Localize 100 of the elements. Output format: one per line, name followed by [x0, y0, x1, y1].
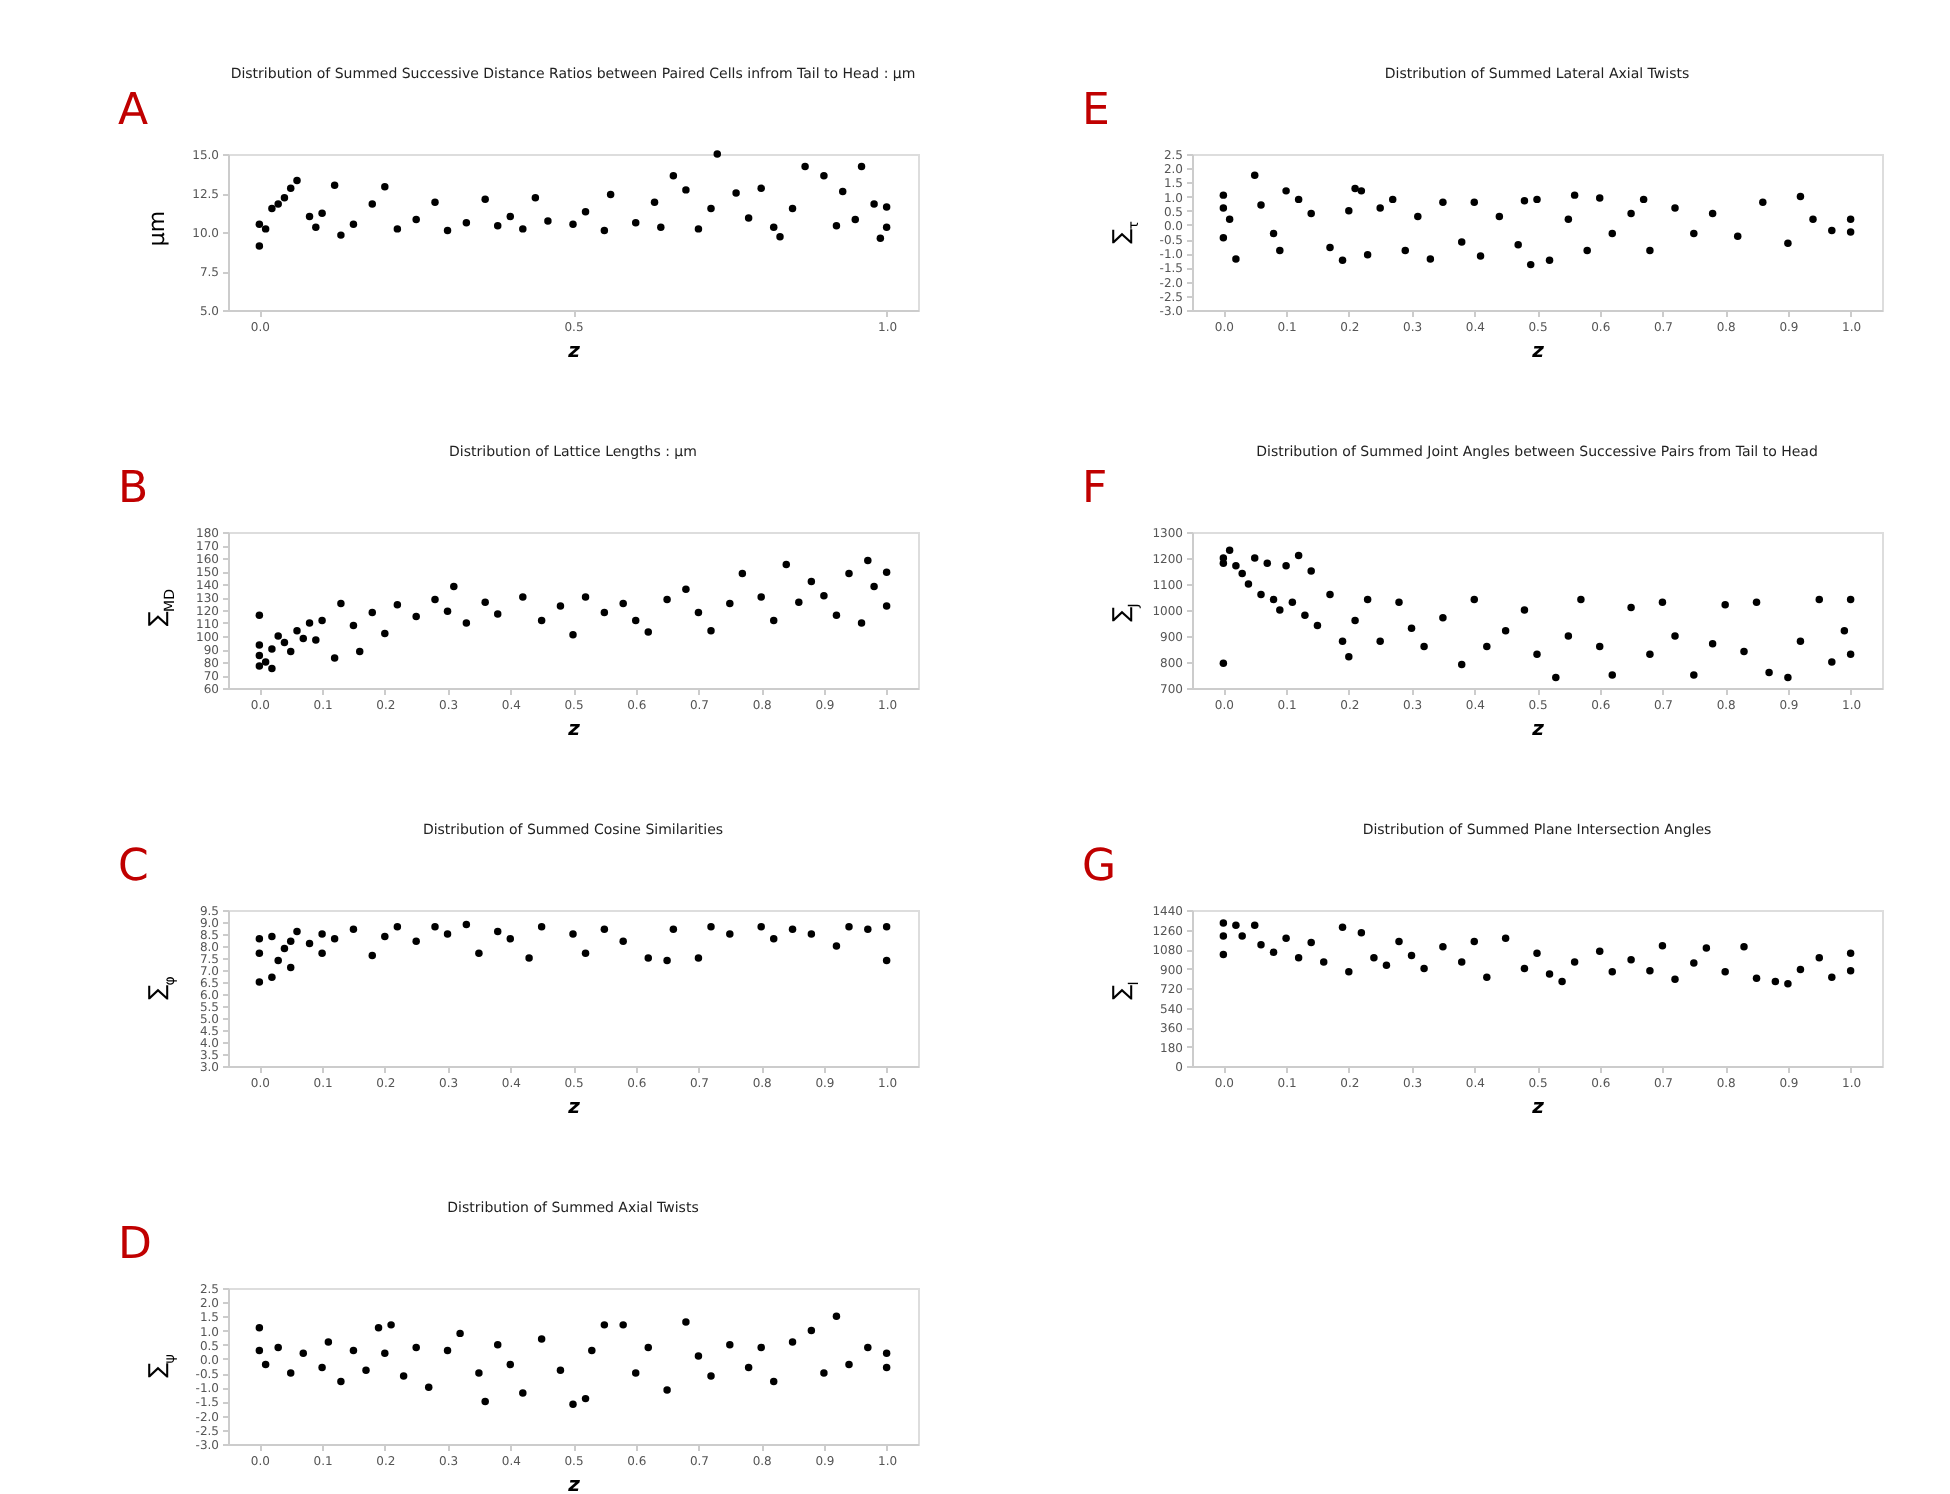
point [1784, 979, 1792, 988]
point [318, 949, 326, 957]
point [1395, 937, 1403, 946]
point [1627, 956, 1635, 964]
point [456, 1329, 464, 1338]
point [1232, 255, 1240, 263]
point [606, 190, 615, 199]
point [1439, 943, 1447, 951]
point [268, 664, 276, 673]
point [274, 956, 282, 965]
point [537, 923, 546, 931]
point [255, 220, 264, 228]
point [362, 1366, 370, 1374]
point [1338, 256, 1347, 265]
point [857, 162, 866, 171]
point [255, 978, 264, 986]
point [286, 963, 295, 972]
point [1376, 637, 1384, 645]
point [1307, 567, 1315, 575]
point [1796, 637, 1805, 645]
point [1420, 964, 1428, 973]
point [1457, 238, 1466, 246]
point [1533, 949, 1541, 958]
point [1595, 194, 1604, 202]
point [1382, 961, 1391, 969]
point [1765, 668, 1773, 677]
point [443, 607, 452, 616]
point [1533, 650, 1541, 658]
x-axis-title: z [1530, 1097, 1545, 1119]
point [412, 937, 420, 945]
point [1520, 606, 1529, 614]
point [1846, 949, 1855, 958]
point [1570, 958, 1579, 966]
text: F [1082, 464, 1108, 514]
point [757, 923, 765, 931]
point [1671, 204, 1679, 212]
point [1564, 215, 1573, 223]
point [644, 1343, 653, 1352]
y-axis-title: μm [144, 210, 170, 247]
point [1658, 598, 1667, 606]
point [268, 973, 276, 981]
point [1708, 640, 1717, 648]
point [324, 1338, 333, 1346]
point [851, 215, 860, 224]
point [619, 937, 627, 945]
point [1470, 937, 1479, 946]
point [1627, 603, 1635, 612]
point [1796, 965, 1805, 974]
point [1828, 973, 1836, 981]
point [318, 616, 326, 625]
point [769, 223, 778, 232]
point [707, 923, 715, 931]
point [882, 1363, 891, 1372]
point [1558, 977, 1566, 986]
point [769, 935, 778, 943]
point [1846, 595, 1855, 604]
point [569, 220, 577, 228]
point [1483, 973, 1491, 981]
point [1269, 948, 1278, 956]
point [481, 195, 489, 203]
point [1545, 256, 1554, 265]
point [820, 172, 828, 180]
point [1439, 614, 1447, 622]
point [1595, 642, 1604, 651]
point [1238, 932, 1246, 940]
point [1752, 974, 1761, 982]
point [255, 651, 264, 660]
point [726, 599, 734, 608]
point [1307, 209, 1315, 218]
point [631, 616, 640, 625]
point [669, 925, 678, 933]
point [807, 930, 816, 938]
point [1577, 595, 1585, 604]
point [707, 1372, 715, 1380]
point [337, 1377, 345, 1386]
point [1319, 958, 1328, 966]
point [631, 1369, 640, 1377]
point [757, 184, 765, 193]
point [845, 569, 853, 578]
point [1583, 246, 1591, 255]
point [1219, 950, 1228, 959]
point [1846, 650, 1855, 658]
point [1288, 598, 1297, 606]
point [330, 181, 339, 189]
point [882, 956, 891, 965]
point [443, 226, 452, 235]
point [801, 162, 809, 171]
point [1357, 929, 1366, 937]
point [506, 1360, 515, 1369]
point [569, 630, 577, 639]
point [619, 599, 627, 608]
point [1828, 658, 1836, 666]
point [255, 242, 264, 250]
point [519, 225, 527, 233]
point [1414, 212, 1422, 221]
point [707, 204, 715, 213]
point [694, 608, 703, 617]
point [399, 1372, 408, 1380]
point [644, 954, 653, 962]
point [1627, 209, 1635, 218]
